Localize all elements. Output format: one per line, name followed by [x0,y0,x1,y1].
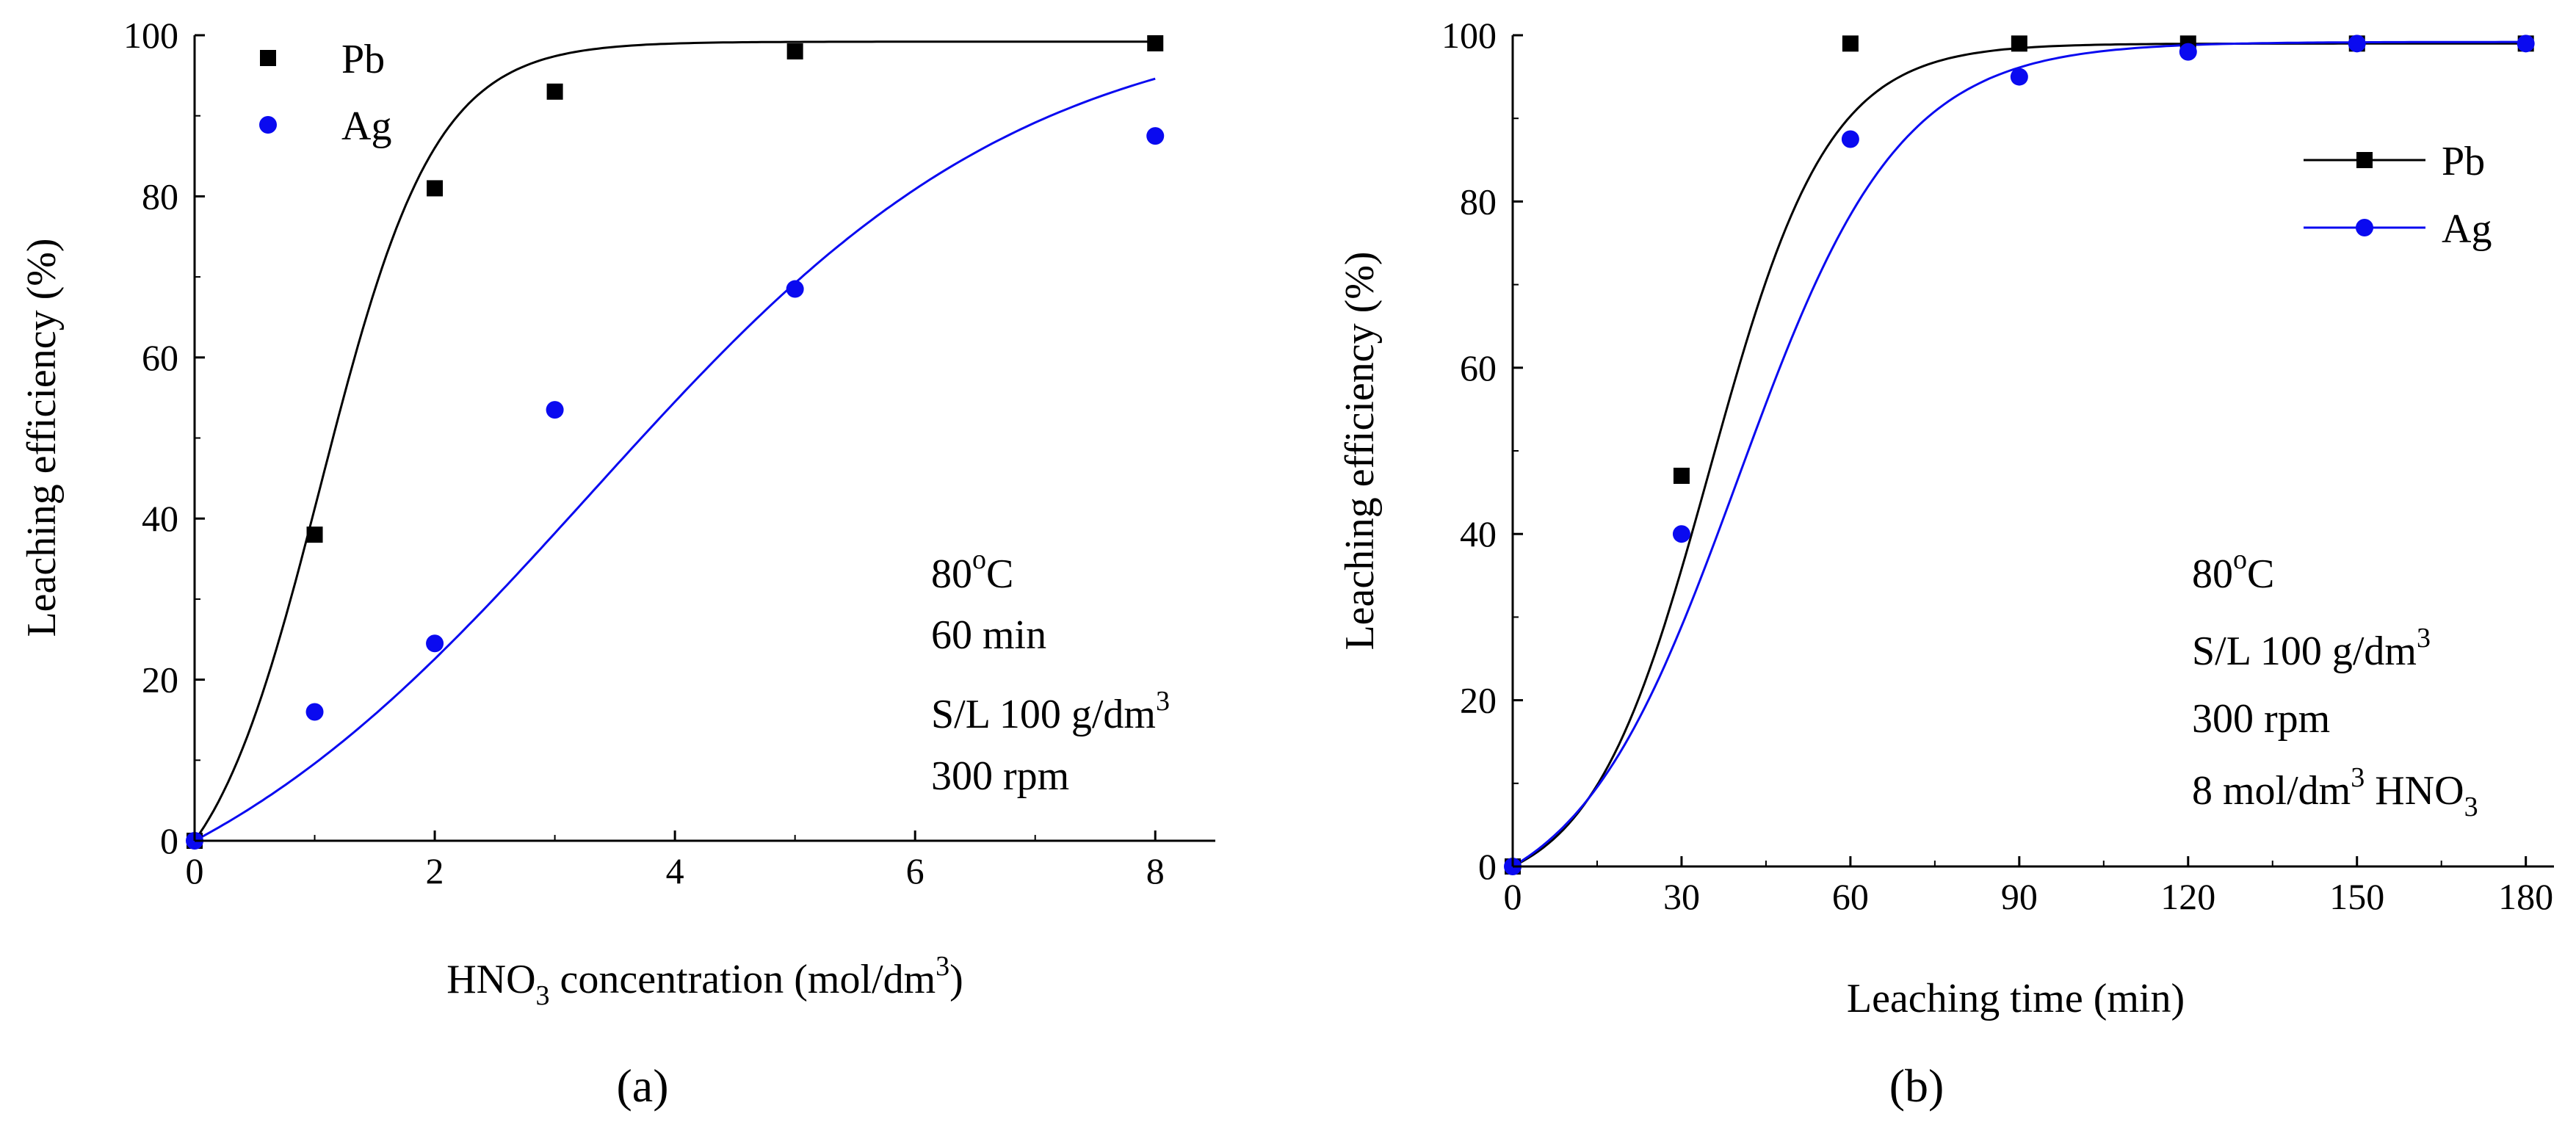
chart-b-cond-acid: 8 mol/dm3 HNO3 [2192,762,2478,822]
chart-a-panel-label: (a) [616,1060,668,1112]
chart-a-x-label-post: concentration (mol/dm [550,957,936,1002]
chart-a-x-label-pre: HNO [446,957,535,1002]
chart-a-point-pb [306,526,323,543]
chart-b-point-ag [2010,68,2028,86]
chart-b-y-tick-label: 80 [1460,181,1497,222]
chart-b-x-ticks: 0 30 60 90 120 150 180 [1504,856,2553,917]
chart-a-y-tick-label: 20 [142,659,178,701]
chart-a-plot-area [186,35,1165,850]
chart-b-cond-rpm: 300 rpm [2192,696,2330,742]
chart-b-x-tick-label: 90 [2001,876,2038,917]
chart-b-point-pb [2011,35,2027,52]
chart-b-cond-sl-ratio: S/L 100 g/dm3 [2192,623,2431,674]
chart-a-point-ag [426,634,444,653]
chart-a-legend-pb-marker [260,50,276,66]
chart-a-y-tick-label: 100 [123,15,178,56]
chart-b-point-pb [1842,35,1859,52]
chart-a-fit-curves [193,40,1156,842]
chart-a-x-ticks: 0 2 4 6 8 [186,830,1165,891]
chart-a-point-pb [427,180,444,197]
chart-b-panel-label: (b) [1889,1060,1944,1112]
chart-a-point-pb [546,83,563,100]
chart-a-point-pb [786,43,803,59]
chart-b: 0 30 60 90 120 150 180 0 20 40 60 80 100 Leaching e… [1337,15,2554,1112]
chart-b-conditions: 80oC S/L 100 g/dm3 300 rpm 8 mol/dm3 HNO… [2192,544,2478,822]
chart-b-point-ag [2348,35,2366,53]
chart-b-point-ag [1841,130,1859,148]
chart-a-y-tick-label: 40 [142,498,178,539]
chart-a-y-ticks: 0 20 40 60 80 100 [123,15,205,861]
chart-b-y-ticks: 0 20 40 60 80 100 [1441,15,1523,887]
chart-a-axes: 0 2 4 6 8 0 20 40 60 80 100 [123,15,1215,891]
chart-b-x-tick-label: 60 [1832,876,1869,917]
chart-a-y-axis-label: Leaching efficiency (%) [19,238,65,637]
chart-b-y-axis-label: Leaching efficiency (%) [1337,251,1383,650]
chart-b-point-ag [1672,525,1690,543]
chart-a-legend: Pb Ag [259,37,391,149]
chart-b-fit-curves [1512,40,2526,868]
chart-a-x-label-end: ) [949,957,963,1002]
chart-b-x-tick-label: 120 [2160,876,2215,917]
chart-a-x-tick-label: 2 [426,850,444,891]
chart-a-cond-sl-ratio: S/L 100 g/dm3 [931,686,1170,737]
chart-a-cond-rpm: 300 rpm [931,753,1069,799]
chart-a-data-points [186,35,1165,850]
chart-a-point-pb [1147,35,1164,51]
chart-a-x-label-sup: 3 [936,951,949,982]
chart-a-x-tick-label: 6 [906,850,925,891]
chart-a-fit-ag [194,77,1156,842]
chart-b-plot-area [1504,35,2535,875]
chart-a-fit-pb [193,40,1156,842]
chart-b-cond-temperature: 80oC [2192,544,2274,597]
chart-b-point-ag [2517,35,2535,53]
chart-b-x-tick-label: 30 [1663,876,1700,917]
chart-a-cond-time: 60 min [931,612,1046,658]
chart-a-y-tick-label: 60 [142,337,178,378]
chart-a-legend-ag-marker [259,116,277,134]
chart-a-point-ag [305,703,324,721]
chart-a-x-label-sub: 3 [536,980,550,1011]
chart-b-y-tick-label: 60 [1460,347,1497,388]
chart-a-y-tick-label: 0 [160,820,178,861]
chart-b-x-tick-label: 180 [2498,876,2553,917]
chart-a-point-ag [1146,127,1165,145]
chart-a-legend-ag-label: Ag [341,104,391,149]
chart-b-legend-pb-marker [2356,152,2373,168]
chart-b-x-tick-label: 150 [2329,876,2384,917]
chart-a: 0 2 4 6 8 0 20 40 60 80 100 Leaching efficiency (… [19,15,1215,1112]
chart-b-point-ag [2179,43,2197,61]
chart-a-point-ag [546,401,564,419]
chart-b-fit-ag [1512,40,2526,868]
chart-a-conditions: 80oC 60 min S/L 100 g/dm3 300 rpm [931,544,1170,799]
chart-b-legend-pb-label: Pb [2442,139,2485,184]
chart-b-x-axis-label: Leaching time (min) [1847,976,2185,1021]
chart-a-x-tick-label: 4 [666,850,684,891]
chart-b-y-tick-label: 20 [1460,680,1497,721]
chart-b-data-points [1504,35,2535,875]
chart-b-x-tick-label: 0 [1504,876,1522,917]
chart-b-legend-ag-label: Ag [2442,206,2492,252]
chart-a-x-tick-label: 8 [1146,850,1165,891]
chart-b-y-tick-label: 40 [1460,513,1497,554]
chart-b-legend-ag-marker [2356,219,2373,236]
chart-a-point-ag [786,280,804,298]
chart-b-fit-pb [1512,42,2526,868]
chart-b-y-tick-label: 0 [1478,846,1497,887]
chart-b-y-tick-label: 100 [1441,15,1497,56]
chart-a-cond-temperature: 80oC [931,544,1013,597]
chart-b-axes: 0 30 60 90 120 150 180 0 20 40 60 80 100 [1441,15,2554,917]
chart-a-legend-pb-label: Pb [341,37,385,82]
chart-b-point-pb [1673,467,1690,484]
chart-a-x-tick-label: 0 [186,850,204,891]
chart-b-legend: Pb Ag [2304,139,2492,252]
chart-a-y-tick-label: 80 [142,175,178,217]
chart-a-x-axis-label: HNO3 concentration (mol/dm3) [446,951,963,1011]
